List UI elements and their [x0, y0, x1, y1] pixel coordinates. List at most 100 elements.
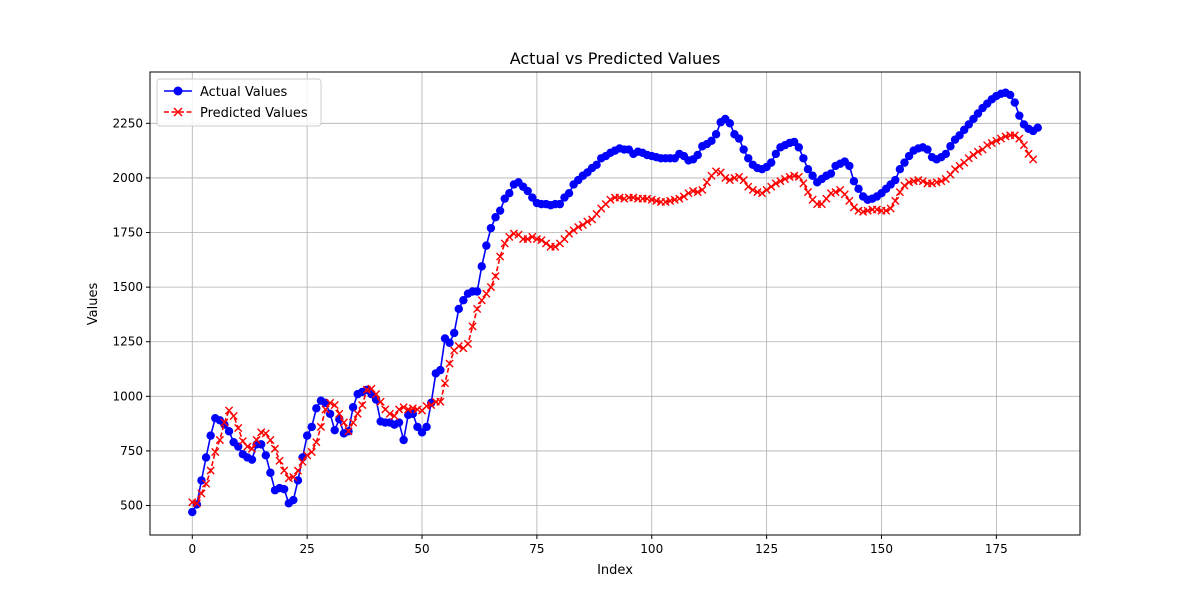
data-point-predicted	[918, 177, 927, 186]
data-point-predicted	[496, 252, 505, 261]
data-point-actual	[900, 158, 909, 167]
data-point-predicted	[895, 188, 904, 197]
data-point-actual	[266, 468, 275, 477]
data-point-predicted	[261, 429, 270, 438]
data-point-actual	[693, 150, 702, 160]
data-point-predicted	[192, 499, 201, 508]
series-actual	[188, 88, 1042, 517]
data-point-predicted	[298, 457, 307, 466]
y-tick-label: 1250	[112, 335, 143, 349]
data-point-predicted	[234, 423, 243, 433]
data-point-actual	[523, 186, 532, 196]
data-point-predicted	[1010, 131, 1019, 140]
data-point-actual	[1033, 123, 1042, 132]
x-tick-label: 25	[300, 542, 315, 556]
series-line-predicted	[192, 134, 1034, 505]
data-point-predicted	[684, 189, 693, 198]
data-point-predicted	[1019, 141, 1029, 150]
data-point-actual	[555, 199, 565, 209]
legend-label-actual: Actual Values	[200, 85, 288, 100]
data-point-predicted	[698, 185, 707, 195]
data-point-predicted	[353, 409, 362, 418]
data-point-predicted	[229, 411, 238, 421]
data-point-predicted	[606, 195, 615, 204]
legend-label-predicted: Predicted Values	[200, 106, 308, 121]
data-point-predicted	[955, 161, 964, 171]
data-point-predicted	[463, 339, 473, 348]
data-point-predicted	[321, 405, 330, 414]
data-point-actual	[491, 213, 500, 222]
data-point-predicted	[220, 418, 229, 427]
data-point-predicted	[882, 206, 891, 215]
data-point-predicted	[693, 188, 702, 197]
data-point-predicted	[307, 447, 316, 457]
data-point-actual	[206, 431, 215, 440]
data-point-predicted	[1029, 155, 1038, 164]
legend-marker-predicted	[173, 107, 183, 117]
legend-marker-actual	[173, 86, 183, 96]
data-point-actual	[394, 418, 404, 427]
data-point-predicted	[771, 179, 780, 188]
data-point-predicted	[767, 182, 776, 191]
data-point-predicted	[330, 400, 339, 410]
data-point-actual	[293, 476, 303, 485]
y-tick-label: 1500	[112, 280, 143, 294]
data-point-predicted	[293, 466, 303, 475]
data-point-predicted	[757, 189, 767, 198]
data-point-predicted	[950, 165, 960, 174]
data-point-actual	[188, 507, 197, 517]
data-point-actual	[1005, 90, 1015, 100]
data-point-actual	[505, 189, 514, 198]
data-point-predicted	[266, 435, 275, 445]
data-point-actual	[472, 287, 482, 296]
data-point-predicted	[734, 172, 744, 181]
data-point-actual	[436, 365, 445, 375]
y-tick-label: 1750	[112, 226, 143, 240]
data-point-predicted	[486, 283, 496, 292]
data-point-actual	[744, 154, 753, 163]
data-point-predicted	[762, 185, 771, 195]
data-point-actual	[307, 422, 316, 432]
data-point-actual	[923, 145, 932, 154]
data-point-predicted	[440, 379, 450, 388]
chart-title: Actual vs Predicted Values	[510, 49, 721, 68]
data-point-predicted	[280, 466, 289, 475]
data-point-predicted	[528, 232, 537, 241]
data-point-actual	[799, 154, 808, 163]
data-point-predicted	[564, 229, 574, 238]
y-tick-label: 1000	[112, 389, 143, 403]
data-point-predicted	[312, 438, 321, 447]
data-point-actual	[849, 177, 859, 186]
data-point-predicted	[776, 177, 785, 186]
data-point-actual	[1010, 98, 1019, 107]
data-point-actual	[399, 435, 408, 445]
data-point-predicted	[427, 400, 436, 410]
data-point-predicted	[399, 403, 408, 412]
data-point-actual	[279, 484, 289, 494]
data-point-actual	[739, 145, 748, 154]
data-point-predicted	[702, 178, 711, 187]
data-point-predicted	[335, 409, 344, 418]
data-point-predicted	[344, 427, 353, 436]
data-point-predicted	[473, 304, 482, 314]
data-point-predicted	[983, 141, 992, 150]
x-tick-label: 125	[755, 542, 778, 556]
data-point-actual	[289, 495, 298, 505]
x-tick-label: 75	[529, 542, 544, 556]
data-point-predicted	[721, 173, 730, 183]
data-point-predicted	[523, 234, 532, 244]
data-point-actual	[459, 296, 468, 305]
data-point-actual	[312, 404, 321, 413]
data-point-predicted	[206, 466, 215, 475]
data-point-actual	[220, 420, 229, 429]
data-point-predicted	[468, 322, 477, 331]
data-point-actual	[482, 241, 491, 250]
data-point-predicted	[886, 204, 895, 213]
data-point-actual	[449, 328, 459, 338]
data-point-predicted	[725, 176, 734, 185]
series-predicted	[188, 131, 1038, 508]
data-point-actual	[891, 175, 900, 185]
data-point-actual	[711, 130, 721, 139]
